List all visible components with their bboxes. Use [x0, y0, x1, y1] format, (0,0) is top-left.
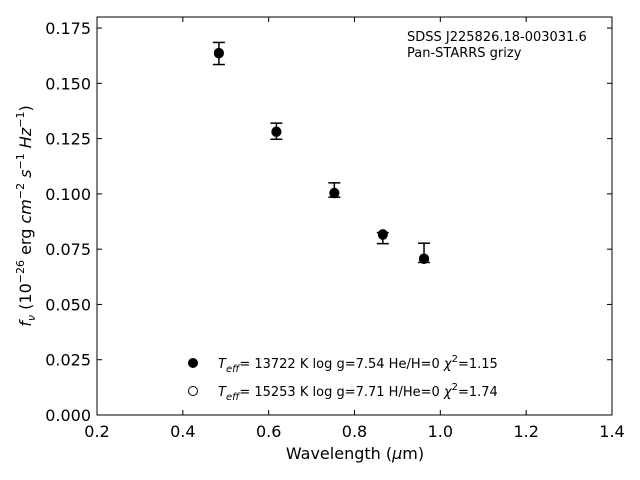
x-tick-label: 1.4	[599, 422, 624, 441]
y-tick-label: 0.025	[45, 351, 91, 370]
x-tick-label: 0.8	[342, 422, 367, 441]
legend-label-1: Teff= 13722 K log g=7.54 He/H=0 χ2=1.15	[218, 354, 498, 375]
y-tick-label: 0.175	[45, 19, 91, 38]
model-point-filled	[419, 254, 430, 265]
annotation: SDSS J225826.18-003031.6 Pan-STARRS griz…	[407, 30, 587, 61]
data-points	[213, 47, 430, 265]
annotation-line-2: Pan-STARRS grizy	[407, 46, 522, 61]
error-bars	[212, 41, 431, 264]
y-tick-label: 0.050	[45, 295, 91, 314]
y-tick-label: 0.100	[45, 185, 91, 204]
model-point-filled	[213, 48, 224, 59]
axis-ticks: 0.2 0.4 0.6 0.8 1.0 1.2 1.4 0.000 0.025 0.050 0.07…	[45, 17, 625, 441]
y-tick-label: 0.000	[45, 406, 91, 425]
model-point-filled	[329, 188, 340, 199]
x-tick-label: 1.2	[513, 422, 538, 441]
x-tick-label: 0.6	[256, 422, 281, 441]
y-tick-label: 0.125	[45, 130, 91, 149]
legend-marker-open	[188, 386, 198, 396]
y-tick-label: 0.075	[45, 240, 91, 259]
y-axis-label: fν (10−26 erg cm−2 s−1 Hz−1)	[14, 105, 38, 326]
x-axis-label: Wavelength (μm)	[286, 444, 424, 463]
x-tick-label: 0.4	[170, 422, 195, 441]
plot-frame	[96, 16, 613, 416]
model-point-filled	[377, 229, 388, 240]
x-tick-label: 1.0	[428, 422, 453, 441]
legend-label-2: Teff= 15253 K log g=7.71 H/He=0 χ2=1.74	[218, 382, 498, 403]
annotation-line-1: SDSS J225826.18-003031.6	[407, 30, 587, 45]
legend: Teff= 13722 K log g=7.54 He/H=0 χ2=1.15 …	[188, 354, 498, 403]
legend-marker-filled	[188, 358, 198, 368]
y-tick-label: 0.150	[45, 74, 91, 93]
model-point-filled	[271, 126, 282, 137]
x-tick-label: 0.2	[84, 422, 109, 441]
